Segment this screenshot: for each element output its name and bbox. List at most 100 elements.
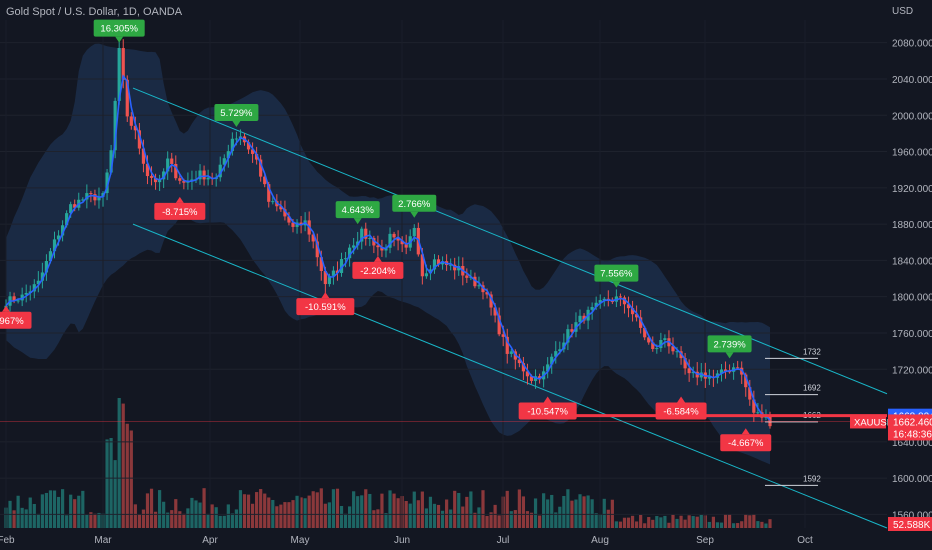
volume-bar bbox=[356, 496, 360, 528]
volume-bar bbox=[182, 513, 186, 528]
candle-body bbox=[48, 251, 53, 261]
y-tick-label: 1920.000 bbox=[892, 184, 932, 195]
volume-bar bbox=[594, 513, 598, 528]
volume-bar bbox=[461, 506, 465, 528]
candle-body bbox=[360, 228, 364, 242]
candle-body bbox=[60, 225, 65, 236]
volume-bar bbox=[339, 505, 344, 528]
candle-body bbox=[12, 296, 16, 301]
candle-body bbox=[129, 116, 133, 126]
volume-bar bbox=[622, 517, 627, 528]
volume-bar bbox=[756, 521, 760, 528]
volume-bar bbox=[12, 510, 16, 528]
x-tick-label: Aug bbox=[591, 535, 609, 546]
candle-body bbox=[255, 153, 259, 160]
volume-bar bbox=[477, 507, 481, 528]
volume-bar bbox=[85, 514, 89, 528]
candle-body bbox=[97, 196, 101, 201]
candle-body bbox=[457, 265, 461, 271]
volume-bar bbox=[744, 514, 748, 528]
candle-body bbox=[525, 371, 530, 377]
volume-bar bbox=[420, 491, 424, 528]
volume-bar bbox=[69, 494, 73, 528]
candle-body bbox=[315, 241, 319, 258]
volume-bar bbox=[489, 512, 493, 528]
volume-bar bbox=[174, 499, 178, 528]
volume-bar bbox=[695, 516, 699, 528]
y-tick-label: 1760.000 bbox=[892, 329, 932, 340]
loss-callout: -6.584% bbox=[655, 396, 707, 420]
volume-bar bbox=[618, 521, 623, 528]
candle-body bbox=[174, 163, 178, 179]
volume-bar bbox=[32, 503, 36, 528]
volume-bar bbox=[614, 521, 618, 528]
candle-body bbox=[590, 307, 594, 310]
candle-body bbox=[44, 260, 49, 273]
candle-body bbox=[655, 348, 659, 350]
volume-bar bbox=[392, 493, 396, 528]
volume-bar bbox=[89, 512, 93, 528]
candle-body bbox=[158, 179, 162, 183]
candle-body bbox=[675, 351, 679, 353]
candle-body bbox=[764, 416, 768, 418]
volume-bar bbox=[683, 519, 687, 528]
candle-body bbox=[40, 272, 44, 281]
volume-bar bbox=[546, 499, 550, 528]
volume-bar bbox=[554, 512, 558, 528]
gain-callout: 5.729% bbox=[214, 104, 259, 128]
volume-bar bbox=[73, 499, 77, 528]
volume-bar bbox=[748, 515, 752, 528]
volume-bar bbox=[36, 513, 40, 528]
candle-body bbox=[736, 367, 740, 369]
volume-bar bbox=[626, 517, 631, 528]
volume-bar bbox=[153, 511, 158, 528]
volume-bar bbox=[178, 511, 182, 528]
candle-body bbox=[347, 247, 352, 259]
volume-bar bbox=[368, 493, 372, 528]
candle-body bbox=[529, 376, 534, 381]
volume-bar bbox=[303, 498, 307, 528]
candle-body bbox=[626, 304, 631, 309]
callout-text: 2.739% bbox=[713, 339, 746, 350]
volume-bar bbox=[149, 488, 154, 528]
volume-bar bbox=[687, 515, 691, 528]
volume-bar bbox=[158, 490, 162, 528]
candle-body bbox=[424, 273, 429, 277]
volume-bar bbox=[727, 514, 732, 528]
volume-bar bbox=[655, 516, 659, 528]
volume-bar bbox=[513, 510, 517, 528]
candle-body bbox=[65, 213, 69, 226]
volume-bar bbox=[732, 523, 736, 528]
volume-bar bbox=[396, 498, 400, 528]
volume-bar bbox=[457, 492, 461, 528]
loss-callout: -6.967% bbox=[0, 305, 32, 329]
candle-body bbox=[113, 100, 117, 151]
volume-bar bbox=[246, 494, 251, 528]
candle-body bbox=[73, 204, 77, 208]
candle-body bbox=[550, 356, 554, 365]
volume-bar bbox=[255, 492, 259, 528]
candle-body bbox=[505, 336, 509, 354]
candle-body bbox=[465, 275, 469, 278]
candle-body bbox=[259, 159, 263, 177]
volume-bar bbox=[449, 509, 453, 528]
volume-bar bbox=[505, 490, 509, 528]
level-label: 1592 bbox=[803, 474, 821, 483]
candle-body bbox=[364, 228, 368, 239]
volume-bar bbox=[699, 514, 703, 528]
volume-bar bbox=[60, 489, 65, 528]
candle-body bbox=[323, 271, 327, 285]
volume-bar bbox=[521, 496, 526, 528]
candle-body bbox=[453, 264, 457, 271]
candle-body bbox=[449, 264, 453, 266]
volume-bar bbox=[222, 515, 226, 528]
candle-body bbox=[287, 216, 291, 223]
candle-body bbox=[537, 376, 542, 380]
candle-body bbox=[279, 206, 283, 210]
volume-bar bbox=[635, 521, 639, 528]
candle-body bbox=[436, 259, 441, 265]
candle-body bbox=[137, 130, 141, 149]
candle-body bbox=[105, 172, 109, 194]
volume-bar bbox=[550, 494, 554, 528]
